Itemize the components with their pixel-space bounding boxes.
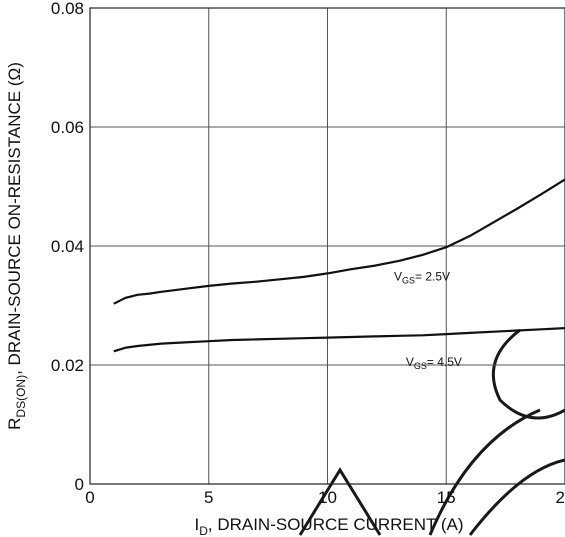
grid xyxy=(90,8,565,484)
series-line-2 xyxy=(113,327,565,353)
series-line-1 xyxy=(113,178,565,305)
y-tick-label: 0.08 xyxy=(51,0,84,18)
x-tick-label: 20 xyxy=(556,488,565,507)
y-tick-label: 0.06 xyxy=(51,118,84,137)
y-tick-label: 0 xyxy=(75,475,84,494)
y-tick-label: 0.04 xyxy=(51,237,84,256)
series-annotations: VGS= 2.5V VGS= 4.5V xyxy=(394,270,462,372)
curves xyxy=(113,178,565,353)
x-axis-label: ID, DRAIN-SOURCE CURRENT (A) xyxy=(194,515,463,537)
x-tick-label: 10 xyxy=(318,488,337,507)
y-tick-label: 0.02 xyxy=(51,356,84,375)
series-label-2: VGS= 4.5V xyxy=(406,355,462,371)
tick-labels: 0 5 10 15 20 0 0.02 0.04 0.06 0.08 xyxy=(51,0,565,507)
plot-frame xyxy=(89,7,565,485)
x-tick-label: 15 xyxy=(437,488,456,507)
x-tick-label: 5 xyxy=(204,488,213,507)
x-tick-label: 0 xyxy=(85,488,94,507)
series-label-1: VGS= 2.5V xyxy=(394,270,450,286)
y-axis-label: RDS(ON), DRAIN-SOURCE ON-RESISTANCE (Ω) xyxy=(5,62,28,430)
